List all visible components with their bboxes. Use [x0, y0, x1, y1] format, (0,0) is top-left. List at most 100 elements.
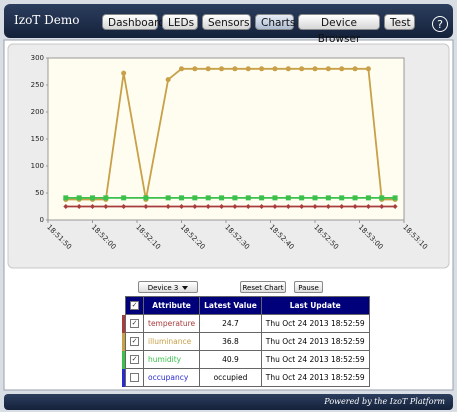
- y-tick-label: 300: [31, 54, 44, 62]
- data-point: [165, 195, 171, 201]
- checkbox-cell: ✓: [125, 314, 144, 333]
- data-point: [76, 204, 82, 209]
- data-point: [245, 66, 251, 72]
- data-point: [299, 204, 305, 209]
- data-point: [325, 204, 331, 209]
- data-point: [192, 66, 198, 72]
- data-point: [219, 66, 225, 72]
- app-title: IzoT Demo: [14, 13, 80, 27]
- y-tick-label: 100: [31, 162, 44, 170]
- plot-area: [47, 57, 405, 221]
- checkbox[interactable]: ✓: [130, 301, 139, 311]
- value-cell: 24.7: [199, 314, 262, 333]
- data-point: [379, 195, 385, 201]
- data-point: [103, 204, 109, 209]
- update-cell: Thu Oct 24 2013 18:52:59: [260, 368, 370, 387]
- color-stripe: [122, 350, 126, 369]
- column-header: Attribute: [142, 296, 201, 315]
- data-point: [179, 204, 184, 209]
- data-point: [63, 195, 69, 201]
- data-point: [205, 66, 211, 72]
- nav-tab[interactable]: Sensors: [202, 14, 251, 30]
- data-point: [259, 204, 265, 209]
- update-cell: Thu Oct 24 2013 18:52:59: [260, 314, 370, 333]
- data-point: [121, 195, 127, 201]
- nav-tab[interactable]: Test: [384, 14, 415, 30]
- attribute-cell: occupancy: [142, 368, 201, 387]
- data-point: [259, 195, 265, 201]
- data-point: [299, 195, 305, 201]
- checkbox[interactable]: ✓: [130, 337, 139, 347]
- data-point: [143, 204, 149, 209]
- attribute-table: ✓ Attribute Latest Value Last Update ✓ temper…: [122, 296, 370, 387]
- update-cell: Thu Oct 24 2013 18:52:59: [260, 350, 370, 369]
- color-stripe: [122, 314, 126, 333]
- data-point: [179, 195, 184, 201]
- value-cell: occupied: [199, 368, 262, 387]
- data-point: [285, 66, 291, 72]
- pause-button[interactable]: Pause: [294, 281, 323, 293]
- y-tick-label: 150: [31, 135, 44, 143]
- data-point: [379, 204, 385, 209]
- nav-tab[interactable]: Dashboard: [102, 14, 165, 30]
- data-point: [205, 195, 211, 201]
- data-point: [325, 66, 331, 72]
- data-point: [339, 195, 345, 201]
- device-select[interactable]: Device 3: [138, 281, 198, 293]
- footer-text: Powered by the IzoT Platform: [324, 397, 445, 406]
- checkbox[interactable]: ✓: [130, 319, 139, 329]
- device-select-label: Device 3: [147, 284, 179, 292]
- footer: Powered by the IzoT Platform: [4, 394, 453, 410]
- table-row: ✓ humidity 40.9 Thu Oct 24 2013 18:52:59: [122, 350, 370, 369]
- data-point: [63, 204, 69, 209]
- data-point: [272, 204, 278, 209]
- data-point: [272, 195, 278, 201]
- data-point: [365, 66, 371, 72]
- table-row: ✓ illuminance 36.8 Thu Oct 24 2013 18:52:59: [122, 332, 370, 351]
- data-point: [392, 195, 398, 201]
- data-point: [143, 195, 149, 201]
- checkbox-cell: ✓: [125, 332, 144, 351]
- help-button[interactable]: ?: [432, 16, 448, 32]
- data-point: [339, 204, 345, 209]
- data-point: [245, 195, 251, 201]
- data-point: [285, 204, 291, 209]
- checkbox[interactable]: ✓: [130, 355, 139, 365]
- data-point: [232, 195, 238, 201]
- data-point: [76, 195, 82, 201]
- y-tick-label: 0: [40, 216, 44, 224]
- data-point: [272, 66, 278, 72]
- data-point: [352, 66, 358, 72]
- data-point: [312, 195, 318, 201]
- data-point: [365, 204, 371, 209]
- data-point: [219, 195, 225, 201]
- data-point: [165, 77, 171, 83]
- data-point: [352, 195, 358, 201]
- header-row: ✓ Attribute Latest Value Last Update: [122, 296, 370, 315]
- y-tick-label: 50: [35, 189, 44, 197]
- data-point: [285, 195, 291, 201]
- attribute-cell: illuminance: [142, 332, 201, 351]
- data-point: [192, 195, 198, 201]
- reset-button[interactable]: Reset Chart: [240, 281, 286, 293]
- data-point: [325, 195, 331, 201]
- nav-tab[interactable]: Device Browser: [298, 14, 380, 45]
- column-header: Last Update: [260, 296, 370, 315]
- data-point: [192, 204, 198, 209]
- checkbox-cell: [125, 368, 144, 387]
- update-cell: Thu Oct 24 2013 18:52:59: [260, 332, 370, 351]
- checkbox[interactable]: [130, 373, 139, 383]
- checkbox-header: ✓: [125, 296, 144, 315]
- value-cell: 40.9: [199, 350, 262, 369]
- attribute-cell: humidity: [142, 350, 201, 369]
- nav-tab[interactable]: LEDs: [162, 14, 198, 30]
- data-point: [219, 204, 225, 209]
- data-point: [121, 204, 127, 209]
- nav-tab[interactable]: Charts: [255, 14, 295, 30]
- data-point: [299, 66, 305, 72]
- stripe-header: [122, 296, 126, 315]
- data-point: [312, 66, 318, 72]
- table-row: ✓ temperature 24.7 Thu Oct 24 2013 18:52:59: [122, 314, 370, 333]
